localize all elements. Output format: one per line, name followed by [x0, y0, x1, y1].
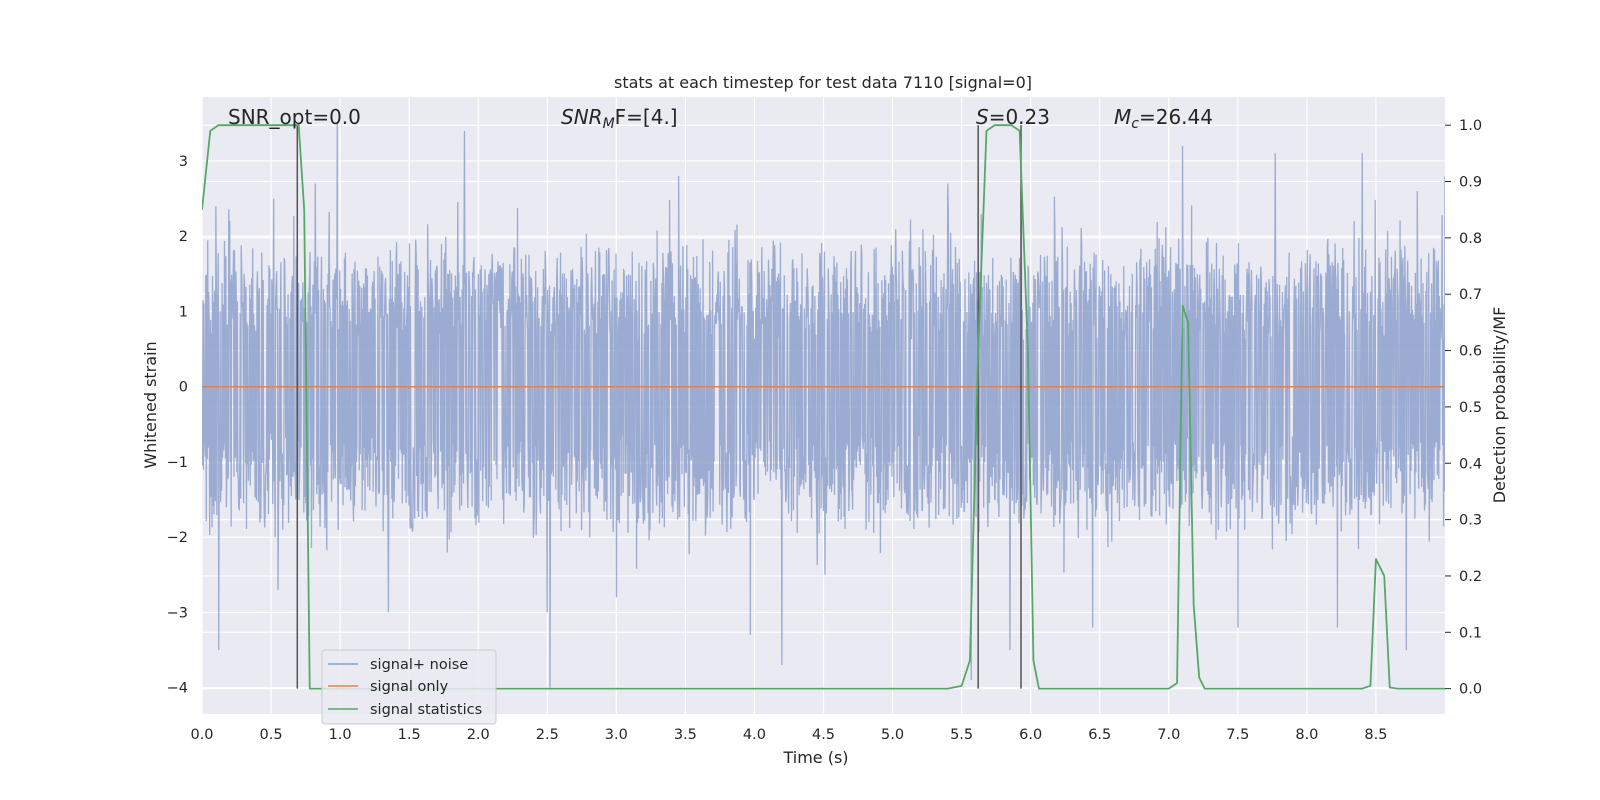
x-tick-label-4: 2.0	[467, 727, 490, 743]
y-left-tick-label-6: 2	[179, 229, 188, 245]
x-axis-label: Time (s)	[782, 748, 848, 767]
y-left-tick-label-2: −2	[167, 530, 188, 546]
annotation-snr-opt: SNR_opt=0.0	[228, 105, 361, 129]
legend: signal+ noise signal only signal statist…	[321, 649, 497, 725]
annotation-s-value: =0.23	[989, 105, 1050, 129]
y-right-tick-label-5: 0.5	[1459, 400, 1482, 416]
x-tick-label-1: 0.5	[260, 727, 283, 743]
x-tick-label-14: 7.0	[1157, 727, 1180, 743]
x-tick-label-2: 1.0	[329, 727, 352, 743]
annotation-mc: Mc=26.44	[1114, 105, 1213, 132]
annotation-mc-base: M	[1114, 105, 1131, 129]
y-right-tick-label-8: 0.8	[1459, 231, 1482, 247]
x-tick-label-11: 5.5	[950, 727, 973, 743]
y-right-tick-label-2: 0.2	[1459, 569, 1482, 585]
annotation-snr-mf-base: SNR	[561, 105, 603, 129]
y-left-tick-label-4: 0	[179, 380, 188, 396]
series-line-signal-statistics	[202, 124, 1445, 690]
x-tick-label-5: 2.5	[536, 727, 559, 743]
x-tick-label-9: 4.5	[812, 727, 835, 743]
legend-box	[321, 649, 497, 725]
x-tick-label-8: 4.0	[743, 727, 766, 743]
y-right-tick-label-7: 0.7	[1459, 287, 1482, 303]
y-right-tick-label-4: 0.4	[1459, 456, 1482, 472]
y-right-tick-label-1: 0.1	[1459, 625, 1482, 641]
legend-label-signal-only: signal only	[370, 679, 449, 695]
annotation-mc-value: =26.44	[1139, 105, 1213, 129]
x-tick-label-13: 6.5	[1088, 727, 1111, 743]
x-tick-label-6: 3.0	[605, 727, 628, 743]
annotation-s: S=0.23	[976, 105, 1050, 129]
x-tick-label-12: 6.0	[1019, 727, 1042, 743]
y-right-tick-label-6: 0.6	[1459, 344, 1482, 360]
chart-title: stats at each timestep for test data 711…	[614, 73, 1032, 92]
legend-label-signal-plus-noise: signal+ noise	[370, 657, 468, 673]
vertical-markers	[296, 125, 1022, 689]
series-line-signal-plus-noise	[202, 123, 1445, 688]
y-left-tick-label-1: −3	[167, 605, 188, 621]
y-left-tick-label-0: −4	[167, 681, 188, 697]
plot-content	[202, 123, 1445, 690]
y-right-tick-label-3: 0.3	[1459, 513, 1482, 529]
x-tick-label-10: 5.0	[881, 727, 904, 743]
y-right-axis-label: Detection probability/MF	[1490, 307, 1509, 504]
annotation-snr-mf-sub: M	[603, 116, 615, 132]
x-tick-label-17: 8.5	[1364, 727, 1387, 743]
x-tick-label-15: 7.5	[1226, 727, 1249, 743]
x-tick-label-0: 0.0	[190, 727, 213, 743]
y-right-tick-label-0: 0.0	[1459, 682, 1482, 698]
y-right-axis-ticks: 0.0 0.1 0.2 0.3 0.4 0.5 0.6 0.7 0.8 0.9 1.0	[1445, 118, 1482, 698]
y-left-axis-label: Whitened strain	[141, 341, 160, 468]
y-right-tick-label-9: 0.9	[1459, 175, 1482, 191]
x-tick-label-7: 3.5	[674, 727, 697, 743]
annotation-mc-sub: c	[1131, 116, 1139, 132]
y-left-tick-label-3: −1	[167, 455, 188, 471]
annotation-snr-mf-value: F=[4.]	[615, 105, 678, 129]
y-left-tick-label-7: 3	[179, 154, 188, 170]
x-tick-label-16: 8.0	[1295, 727, 1318, 743]
x-tick-label-3: 1.5	[398, 727, 421, 743]
x-axis-ticks: 0.0 0.5 1.0 1.5 2.0 2.5 3.0 3.5 4.0 4.5 5.0 5.5 6.0 6…	[190, 727, 1387, 743]
y-left-axis-ticks: −4 −3 −2 −1 0 1 2 3	[167, 154, 188, 697]
annotation-snr-mf: SNRMF=[4.]	[561, 105, 678, 132]
y-left-tick-label-5: 1	[179, 304, 188, 320]
annotation-s-base: S	[976, 105, 989, 129]
legend-label-signal-statistics: signal statistics	[370, 702, 482, 718]
y-right-tick-label-10: 1.0	[1459, 118, 1482, 134]
